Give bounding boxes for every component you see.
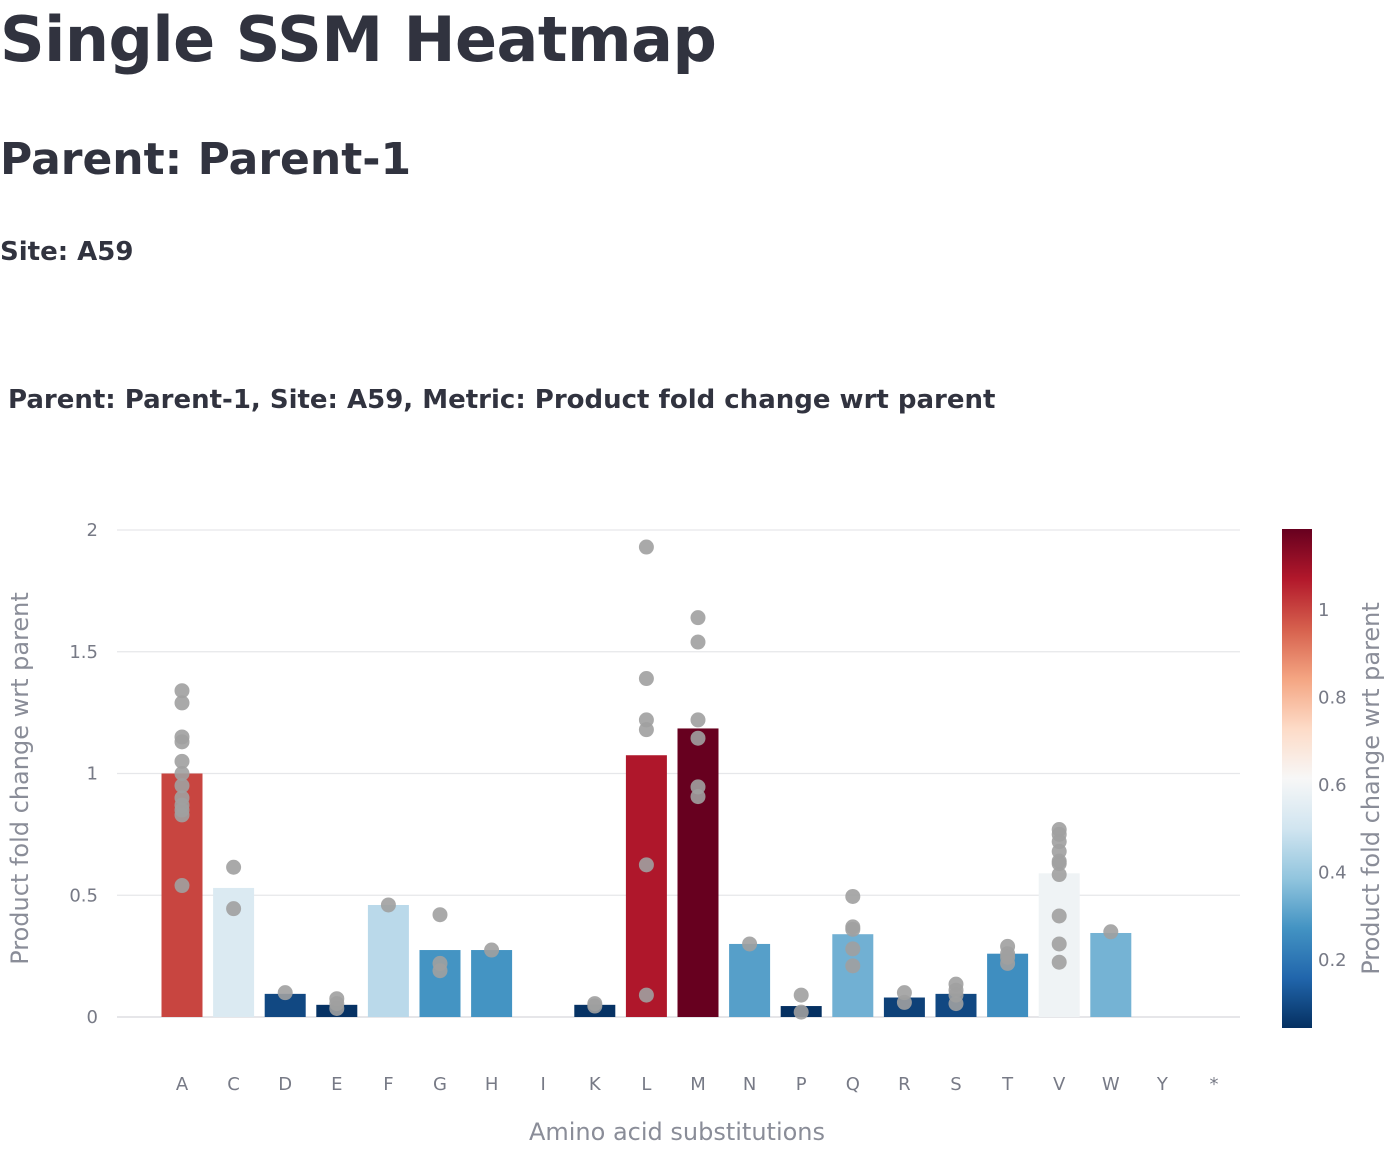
- data-point: [1000, 955, 1016, 971]
- x-tick-label: C: [227, 1074, 240, 1095]
- x-tick-label: P: [796, 1074, 807, 1095]
- x-tick-labels: A C D E F G H I K L M N P Q R S T V W Y *: [176, 1074, 1219, 1095]
- x-tick-label: L: [641, 1074, 651, 1095]
- data-point: [587, 998, 603, 1014]
- data-point: [432, 963, 448, 979]
- y-tick-label: 1.5: [69, 642, 98, 663]
- x-tick-label: I: [541, 1074, 546, 1095]
- x-tick-label: *: [1210, 1074, 1219, 1095]
- data-point: [432, 907, 448, 923]
- data-point: [638, 671, 654, 687]
- x-tick-label: N: [743, 1074, 756, 1095]
- x-axis-title: Amino acid substitutions: [529, 1118, 825, 1146]
- data-point: [690, 712, 706, 728]
- data-point: [690, 730, 706, 746]
- x-tick-label: Y: [1156, 1074, 1169, 1095]
- data-point: [1051, 936, 1067, 952]
- data-point: [845, 958, 861, 974]
- x-tick-label: Q: [846, 1074, 860, 1095]
- data-point: [845, 888, 861, 904]
- data-point: [638, 722, 654, 738]
- data-point: [793, 1004, 809, 1020]
- x-tick-label: V: [1053, 1074, 1066, 1095]
- colorbar-tick-label: 0.6: [1318, 775, 1347, 796]
- x-tick-label: G: [433, 1074, 447, 1095]
- data-point: [174, 778, 190, 794]
- data-point: [638, 987, 654, 1003]
- data-point: [845, 941, 861, 957]
- x-tick-label: K: [589, 1074, 602, 1095]
- data-point: [174, 734, 190, 750]
- bar: [625, 755, 667, 1017]
- x-tick-label: M: [690, 1074, 706, 1095]
- x-tick-label: F: [383, 1074, 393, 1095]
- bar: [367, 904, 409, 1017]
- data-point: [174, 766, 190, 781]
- data-point: [174, 878, 190, 894]
- bar: [677, 728, 719, 1017]
- x-tick-label: R: [898, 1074, 911, 1095]
- data-point: [174, 753, 190, 769]
- data-point: [174, 695, 190, 711]
- data-point: [742, 936, 758, 952]
- data-point: [277, 985, 293, 1001]
- bar: [264, 993, 306, 1017]
- data-point: [226, 901, 242, 917]
- data-point: [690, 634, 706, 650]
- y-tick-label: 2: [87, 520, 98, 541]
- chart-title: Parent: Parent-1, Site: A59, Metric: Pro…: [8, 385, 995, 415]
- data-point: [1051, 908, 1067, 924]
- data-point: [690, 610, 706, 626]
- y-tick-label: 1: [87, 764, 98, 785]
- ssm-bar-chart: Parent: Parent-1, Site: A59, Metric: Pro…: [6, 385, 1385, 1146]
- bar: [729, 943, 771, 1017]
- parent-heading: Parent: Parent-1: [0, 134, 412, 185]
- x-tick-label: T: [1001, 1074, 1014, 1095]
- data-points: [174, 539, 1119, 1020]
- data-point: [1103, 924, 1119, 940]
- data-point: [690, 789, 706, 805]
- data-point: [174, 807, 190, 823]
- y-tick-label: 0.5: [69, 885, 98, 906]
- data-point: [948, 996, 964, 1012]
- bar: [1090, 932, 1132, 1017]
- data-point: [793, 987, 809, 1003]
- data-point: [174, 683, 190, 699]
- colorbar-tick-label: 0.4: [1318, 863, 1347, 884]
- bar: [471, 950, 513, 1017]
- x-tick-label: H: [485, 1074, 499, 1095]
- data-point: [638, 539, 654, 555]
- x-tick-label: E: [331, 1074, 342, 1095]
- colorbar-tick-label: 1: [1318, 600, 1329, 621]
- data-point: [638, 857, 654, 873]
- x-tick-label: D: [278, 1074, 292, 1095]
- y-tick-label: 0: [87, 1007, 98, 1028]
- bars: [161, 728, 1132, 1017]
- x-tick-label: S: [950, 1074, 961, 1095]
- page-title: Single SSM Heatmap: [0, 3, 717, 76]
- data-point: [226, 859, 242, 875]
- data-point: [845, 921, 861, 937]
- data-point: [896, 994, 912, 1010]
- data-point: [1051, 954, 1067, 970]
- site-heading: Site: A59: [0, 237, 134, 267]
- colorbar-tick-label: 0.8: [1318, 688, 1347, 709]
- colorbar-tick-labels: 0.2 0.4 0.6 0.8 1: [1318, 600, 1347, 971]
- data-point: [380, 897, 396, 913]
- data-point: [484, 942, 500, 958]
- x-tick-label: W: [1102, 1074, 1120, 1095]
- colorbar-title: Product fold change wrt parent: [1357, 602, 1385, 975]
- x-tick-label: A: [176, 1074, 189, 1095]
- data-point: [329, 1000, 345, 1016]
- y-tick-labels: 0 0.5 1 1.5 2: [69, 520, 98, 1028]
- data-point: [1051, 867, 1067, 883]
- y-axis-title: Product fold change wrt parent: [6, 592, 34, 965]
- colorbar-tick-label: 0.2: [1318, 950, 1347, 971]
- data-point: [1051, 856, 1067, 872]
- colorbar: [1282, 529, 1312, 1028]
